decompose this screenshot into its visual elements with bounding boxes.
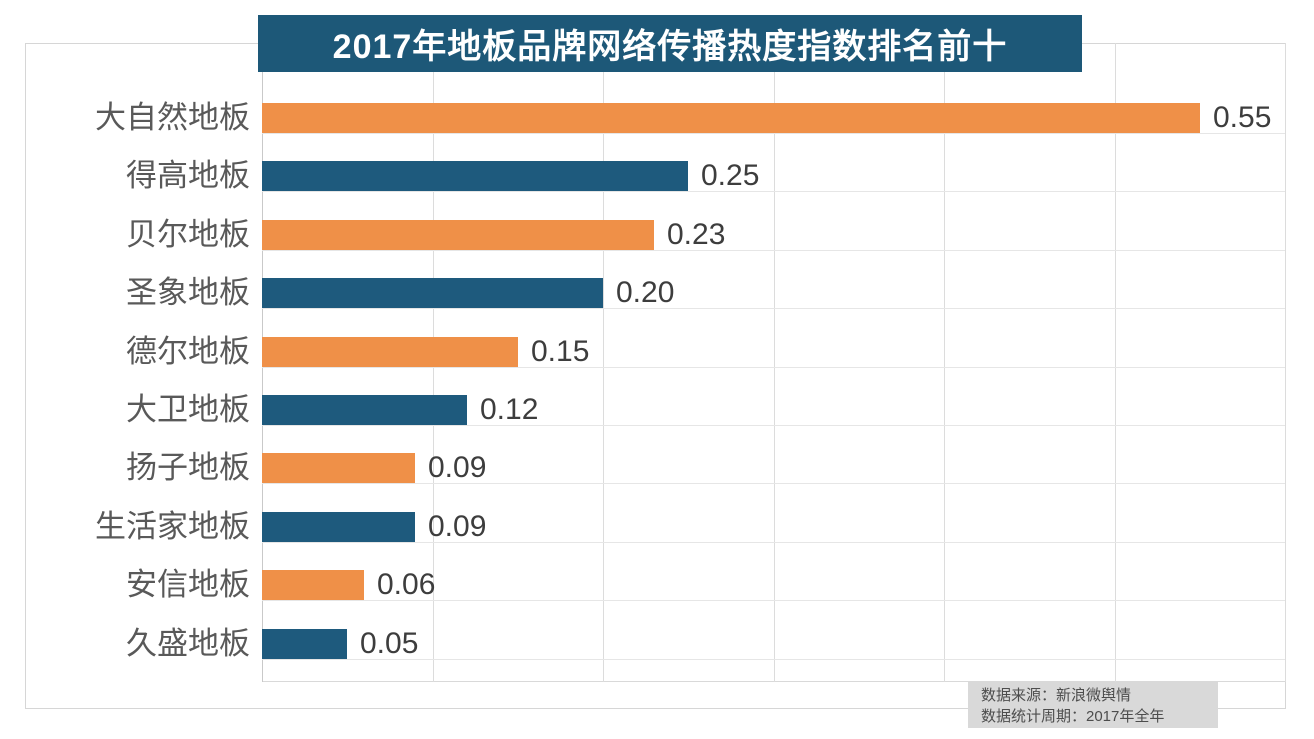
- plot-area: 大自然地板 0.55 得高地板 0.25 贝尔地板 0.23 圣象地板 0.20 德尔地板 0.1…: [95, 43, 1286, 682]
- bar-德尔地板: [262, 336, 518, 367]
- category-label: 久盛地板: [126, 625, 250, 661]
- chart-row: 圣象地板 0.20: [126, 276, 1285, 336]
- data-source-box: 数据来源：新浪微舆情 数据统计周期：2017年全年: [968, 682, 1218, 728]
- bar-贝尔地板: [262, 219, 654, 250]
- category-label: 得高地板: [126, 158, 250, 194]
- vertical-gridline: [1285, 43, 1286, 682]
- value-label: 0.09: [428, 451, 487, 485]
- category-label: 贝尔地板: [126, 216, 250, 252]
- vertical-gridline: [1114, 43, 1116, 682]
- category-label: 圣象地板: [126, 275, 250, 311]
- data-period-text: 数据统计周期：2017年全年: [981, 708, 1165, 725]
- data-source-text: 数据来源：新浪微舆情: [981, 687, 1132, 704]
- category-label: 扬子地板: [126, 450, 250, 486]
- value-label: 0.05: [360, 626, 419, 660]
- vertical-gridline: [773, 43, 775, 682]
- value-label: 0.20: [616, 276, 675, 310]
- vertical-gridline: [603, 43, 604, 682]
- chart-row: 贝尔地板 0.23: [126, 217, 1285, 278]
- chart-row: 安信地板 0.06: [126, 568, 1285, 628]
- value-label: 0.15: [531, 334, 590, 368]
- row-separator-line: [262, 600, 1285, 602]
- chart-row: 德尔地板 0.15: [126, 334, 1285, 395]
- category-label: 生活家地板: [95, 508, 250, 544]
- category-label: 大卫地板: [126, 392, 250, 427]
- value-label: 0.06: [377, 568, 436, 602]
- category-label: 安信地板: [126, 567, 250, 603]
- chart-title-banner: 2017年地板品牌网络传播热度指数排名前十: [258, 15, 1082, 72]
- value-label: 0.55: [1213, 101, 1272, 134]
- chart-row: 生活家地板 0.09: [95, 509, 1285, 570]
- chart-row: 得高地板 0.25: [126, 159, 1285, 219]
- row-separator-line: [262, 541, 1285, 543]
- vertical-gridline: [944, 43, 945, 682]
- row-separator-line: [262, 308, 1285, 310]
- bar-安信地板: [262, 570, 364, 601]
- chart-row: 大卫地板 0.12: [126, 393, 1285, 453]
- bar-得高地板: [262, 161, 688, 192]
- bar-圣象地板: [262, 278, 603, 309]
- chart-row: 久盛地板 0.05: [126, 626, 1285, 687]
- bar-生活家地板: [262, 511, 415, 542]
- row-separator-line: [262, 425, 1285, 426]
- row-separator-line: [262, 366, 1285, 368]
- bar-大卫地板: [262, 395, 467, 425]
- chart-card: [25, 43, 1286, 709]
- chart-title: 2017年地板品牌网络传播热度指数排名前十: [332, 28, 1008, 66]
- row-separator-line: [262, 658, 1285, 660]
- value-label: 0.12: [480, 393, 539, 426]
- category-label: 德尔地板: [126, 333, 250, 369]
- value-label: 0.09: [428, 509, 487, 543]
- value-label: 0.23: [667, 217, 726, 251]
- bar-大自然地板: [262, 103, 1200, 133]
- chart-row: 大自然地板 0.55: [95, 101, 1285, 161]
- row-separator-line: [262, 133, 1285, 134]
- row-separator-line: [262, 249, 1285, 251]
- value-label: 0.25: [701, 159, 760, 193]
- bar-久盛地板: [262, 628, 347, 659]
- row-separator-line: [262, 483, 1285, 485]
- bar-扬子地板: [262, 453, 415, 484]
- row-separator-line: [262, 191, 1285, 193]
- category-label: 大自然地板: [95, 100, 250, 135]
- chart-row: 扬子地板 0.09: [126, 451, 1285, 511]
